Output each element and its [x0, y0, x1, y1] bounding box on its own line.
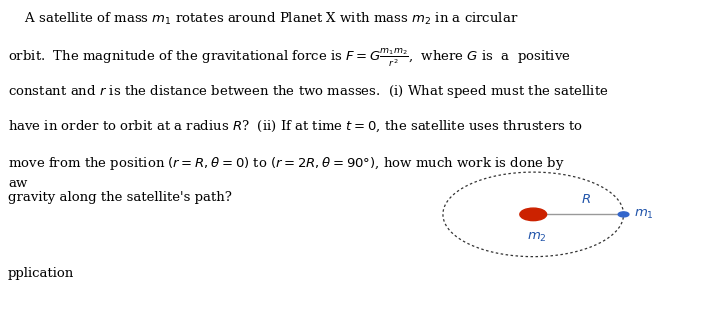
Text: orbit.  The magnitude of the gravitational force is $F = G\frac{m_1 m_2}{r^2}$, : orbit. The magnitude of the gravitationa…: [8, 47, 571, 69]
Text: $m_1$: $m_1$: [634, 208, 654, 221]
Text: move from the position $(r = R, \theta = 0)$ to $(r = 2R, \theta = 90°)$, how mu: move from the position $(r = R, \theta =…: [8, 155, 564, 172]
Circle shape: [520, 208, 546, 221]
Text: constant and $r$ is the distance between the two masses.  (i) What speed must th: constant and $r$ is the distance between…: [8, 83, 608, 100]
Text: have in order to orbit at a radius $R$?  (ii) If at time $t = 0$, the satellite : have in order to orbit at a radius $R$? …: [8, 119, 583, 134]
Text: A satellite of mass $m_1$ rotates around Planet X with mass $m_2$ in a circular: A satellite of mass $m_1$ rotates around…: [8, 11, 518, 27]
Text: gravity along the satellite's path?: gravity along the satellite's path?: [8, 191, 232, 204]
Text: $R$: $R$: [580, 193, 590, 206]
Text: $m_2$: $m_2$: [526, 231, 546, 244]
Circle shape: [618, 212, 629, 217]
Text: pplication: pplication: [8, 267, 74, 280]
Text: aw: aw: [8, 177, 27, 190]
